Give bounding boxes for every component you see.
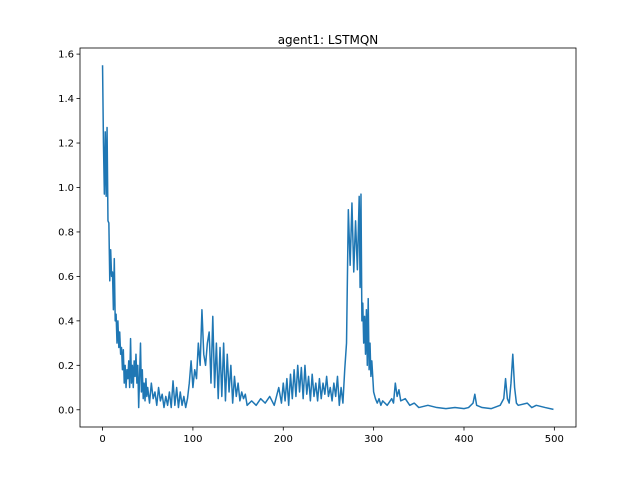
plot-frame — [79, 47, 577, 428]
y-tick-label: 0.8 — [58, 227, 74, 238]
x-tick-label: 400 — [454, 434, 473, 445]
x-tick-label: 200 — [274, 434, 293, 445]
x-tick-label: 300 — [364, 434, 383, 445]
y-tick-label: 0.2 — [58, 361, 74, 372]
y-tick-label: 1.6 — [58, 50, 74, 61]
y-tick-label: 0.6 — [58, 272, 74, 283]
y-tick-label: 1.0 — [58, 183, 74, 194]
y-tick-label: 1.4 — [58, 94, 74, 105]
x-tick-label: 500 — [545, 434, 564, 445]
y-tick-label: 0.4 — [58, 316, 74, 327]
x-tick-label: 100 — [183, 434, 202, 445]
y-tick-label: 1.2 — [58, 139, 74, 150]
data-line — [101, 65, 554, 411]
x-tick-label: 0 — [99, 434, 105, 445]
chart-title: agent1: LSTMQN — [278, 33, 379, 47]
y-tick-label: 0.0 — [58, 405, 74, 416]
